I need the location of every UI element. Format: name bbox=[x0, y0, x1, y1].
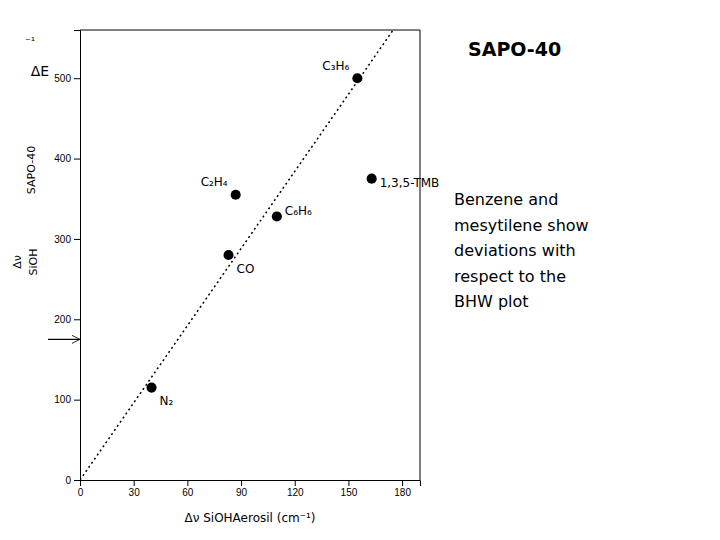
tick: 100 bbox=[54, 394, 80, 405]
tick: 90 bbox=[236, 480, 248, 498]
tick-mark bbox=[348, 480, 349, 486]
y-axis-label: SAPO-40 bbox=[25, 146, 38, 194]
tick-label: 90 bbox=[236, 487, 248, 498]
y-axis-label: ΔE bbox=[31, 63, 49, 79]
point bbox=[147, 383, 157, 393]
tick: 300 bbox=[54, 234, 80, 245]
annotation-line: respect to the bbox=[454, 267, 566, 286]
point-label: CO bbox=[237, 262, 255, 276]
tick: 500 bbox=[54, 73, 80, 84]
arrow bbox=[48, 339, 80, 340]
tick-mark bbox=[402, 480, 403, 486]
y-axis-label: ⁻¹ bbox=[25, 35, 35, 48]
point bbox=[367, 174, 377, 184]
point-label: 1,3,5-TMB bbox=[380, 176, 440, 190]
tick: 0 bbox=[65, 475, 80, 486]
tick-mark bbox=[134, 480, 135, 486]
y-axis: 0 100 200 300 400 500 bbox=[54, 31, 80, 486]
annotation-line: Benzene and bbox=[454, 190, 558, 209]
tick: 0 bbox=[78, 480, 84, 498]
tick-label: 60 bbox=[182, 487, 194, 498]
axis-line bbox=[81, 481, 421, 487]
annotation-line: mesytilene show bbox=[454, 216, 589, 235]
axis-line bbox=[74, 31, 81, 481]
point bbox=[272, 211, 282, 221]
plot-area bbox=[80, 30, 393, 480]
y-axis-label: Δν bbox=[11, 255, 24, 269]
frame bbox=[420, 30, 421, 480]
tick: 400 bbox=[54, 153, 80, 164]
chart: 0 30 60 90 120 150 180 0 100 200 300 400 500 N₂ CO C₂H₄… bbox=[0, 0, 720, 540]
tick: 60 bbox=[182, 480, 194, 498]
tick: 150 bbox=[341, 480, 358, 498]
point-label: C₃H₆ bbox=[322, 59, 349, 73]
annotation-line: BHW plot bbox=[454, 292, 529, 311]
point bbox=[231, 190, 241, 200]
y-axis-label: SiOH bbox=[27, 249, 40, 276]
x-axis: 0 30 60 90 120 150 180 bbox=[78, 480, 421, 498]
tick-mark bbox=[74, 78, 80, 79]
tick-mark bbox=[74, 159, 80, 160]
point bbox=[223, 250, 233, 260]
tick: 30 bbox=[129, 480, 141, 498]
tick: 200 bbox=[54, 314, 80, 325]
point-label: C₆H₆ bbox=[285, 204, 312, 218]
tick-label: 400 bbox=[54, 153, 71, 164]
point-label: N₂ bbox=[160, 394, 174, 408]
bhw-line bbox=[80, 30, 393, 480]
frame bbox=[80, 30, 420, 31]
tick-label: 180 bbox=[394, 487, 411, 498]
tick: 120 bbox=[287, 480, 304, 498]
tick-mark bbox=[74, 480, 80, 481]
tick-label: 0 bbox=[78, 487, 84, 498]
point bbox=[352, 73, 362, 83]
title: SAPO-40 bbox=[468, 38, 561, 60]
tick-label: 150 bbox=[341, 487, 358, 498]
tick-label: 100 bbox=[54, 394, 71, 405]
tick-label: 30 bbox=[129, 487, 141, 498]
tick-mark bbox=[187, 480, 188, 486]
tick-label: 200 bbox=[54, 314, 71, 325]
tick-label: 300 bbox=[54, 234, 71, 245]
tick: 180 bbox=[394, 480, 411, 498]
tick-mark bbox=[74, 400, 80, 401]
tick-mark bbox=[295, 480, 296, 486]
tick-label: 500 bbox=[54, 73, 71, 84]
tick-mark bbox=[241, 480, 242, 486]
annotation-line: deviations with bbox=[454, 241, 576, 260]
point-label: C₂H₄ bbox=[201, 175, 228, 189]
tick-mark bbox=[74, 319, 80, 320]
tick-mark bbox=[74, 239, 80, 240]
x-axis-label: Δν SiOHAerosil (cm⁻¹) bbox=[184, 511, 315, 525]
tick-label: 120 bbox=[287, 487, 304, 498]
annotation: Benzene and mesytilene show deviations wit… bbox=[454, 190, 589, 311]
tick-label: 0 bbox=[65, 475, 71, 486]
